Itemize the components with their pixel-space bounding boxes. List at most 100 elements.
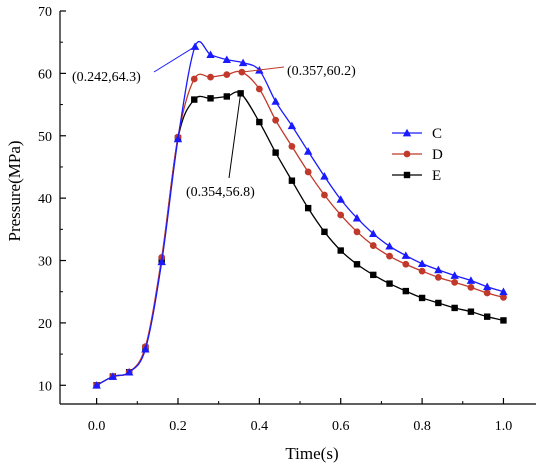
legend-marker — [403, 150, 411, 158]
data-point — [336, 195, 345, 203]
data-point — [272, 116, 280, 124]
data-point — [466, 276, 476, 284]
annotation-label: (0.357,60.2) — [287, 64, 356, 79]
x-axis-label: Time(s) — [285, 444, 338, 463]
y-axis-label: Pressure(MPa) — [5, 140, 24, 241]
data-point — [158, 254, 166, 261]
legend-marker — [403, 171, 411, 179]
data-point — [173, 134, 183, 143]
y-tick-label: 10 — [38, 379, 52, 394]
data-point — [500, 317, 507, 324]
data-point — [402, 260, 410, 268]
data-point — [370, 271, 377, 279]
data-point — [450, 271, 459, 279]
data-point — [92, 381, 101, 389]
x-tick-label: 0.6 — [332, 419, 350, 434]
data-point — [417, 259, 427, 268]
data-point — [271, 97, 280, 105]
data-point — [337, 211, 345, 219]
legend-item: E — [392, 168, 441, 184]
data-point — [288, 142, 296, 150]
data-point — [207, 73, 214, 81]
data-point — [255, 85, 263, 93]
data-point — [223, 71, 231, 79]
data-point — [321, 228, 328, 236]
x-tick-label: 1.0 — [495, 419, 513, 434]
data-point — [303, 147, 313, 155]
data-point — [386, 252, 393, 260]
data-point — [321, 191, 328, 199]
y-tick-label: 70 — [38, 5, 52, 20]
annotations: (0.242,64.3) (0.357,60.2) (0.354,56.8) — [72, 46, 356, 200]
data-point — [207, 95, 214, 102]
data-point — [369, 242, 377, 249]
data-point — [385, 241, 394, 250]
data-point — [191, 96, 198, 103]
data-point — [386, 280, 393, 287]
data-point — [108, 372, 118, 380]
data-point — [467, 308, 475, 315]
x-tick-label: 0.0 — [88, 419, 106, 434]
annotation-leader — [241, 66, 285, 73]
data-point — [418, 267, 426, 275]
data-point — [482, 282, 492, 291]
y-tick-label: 20 — [38, 317, 52, 332]
data-point — [320, 172, 329, 180]
series-c — [92, 40, 508, 389]
legend-label: D — [432, 147, 443, 163]
data-point — [369, 229, 378, 238]
legend-item: D — [392, 147, 443, 163]
data-point — [206, 50, 215, 59]
data-point — [238, 58, 248, 67]
data-point — [353, 228, 361, 236]
legend-label: E — [432, 168, 441, 184]
data-point — [304, 204, 312, 212]
data-point — [157, 257, 166, 266]
data-point — [256, 118, 263, 126]
data-point — [353, 261, 361, 268]
data-point — [272, 149, 279, 156]
data-point — [435, 299, 442, 307]
data-point — [223, 93, 231, 100]
data-point — [500, 293, 507, 301]
series-line — [96, 70, 504, 386]
y-tick-label: 40 — [38, 192, 52, 207]
data-point — [451, 304, 458, 312]
x-tick-label: 0.8 — [413, 419, 431, 434]
annotation-label: (0.242,64.3) — [72, 70, 141, 85]
annotation-leader — [228, 93, 242, 179]
y-tick-label: 50 — [38, 130, 52, 145]
x-tick-label: 0.2 — [169, 419, 187, 434]
data-point — [401, 251, 411, 259]
series-e — [93, 90, 507, 389]
annotation-leader — [153, 46, 196, 73]
data-point — [483, 289, 491, 297]
data-point — [337, 247, 344, 254]
y-tick-label: 60 — [38, 67, 52, 82]
legend-item: C — [392, 126, 442, 142]
data-point — [190, 75, 198, 83]
data-point — [141, 344, 150, 353]
y-tick-label: 30 — [38, 255, 52, 270]
legend-marker — [402, 128, 412, 137]
data-point — [222, 55, 232, 64]
data-point — [304, 168, 312, 176]
legend: CDE — [392, 126, 443, 184]
data-point — [467, 283, 475, 291]
data-point — [287, 121, 297, 130]
plot-area: 10 20 30 40 50 60 70 0.0 0.2 0.4 0.6 0.8 1.0 CDE (0.24… — [38, 5, 536, 434]
data-point — [434, 273, 442, 281]
series-line — [96, 40, 504, 386]
series-line — [96, 91, 504, 386]
data-point — [288, 177, 296, 184]
series-d — [93, 68, 507, 389]
data-point — [499, 287, 508, 296]
data-point — [124, 367, 134, 376]
legend-label: C — [432, 126, 442, 142]
data-point — [451, 278, 459, 286]
annotation-label: (0.354,56.8) — [186, 185, 255, 200]
data-point — [418, 294, 426, 302]
data-point — [483, 313, 491, 320]
x-tick-label: 0.4 — [251, 419, 269, 434]
